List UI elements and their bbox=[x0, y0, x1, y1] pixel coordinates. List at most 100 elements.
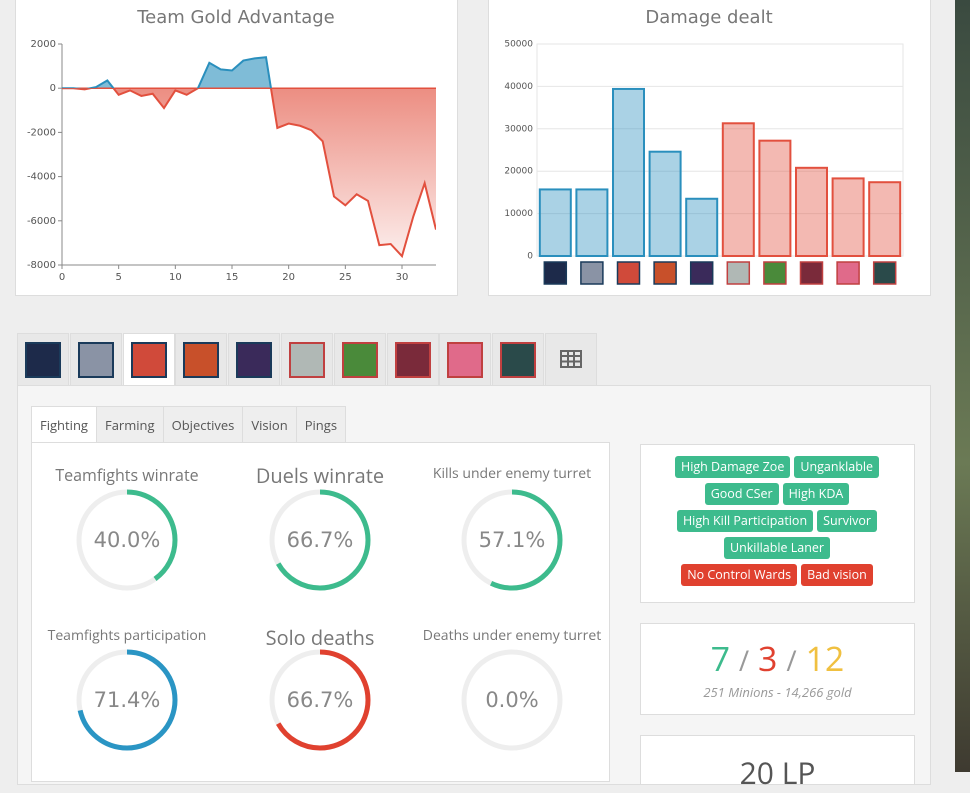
tags: High Damage Zoe Unganklable Good CSer High … bbox=[666, 456, 888, 586]
bar bbox=[612, 87, 645, 257]
tag: High Damage Zoe bbox=[674, 456, 791, 478]
donut-arc bbox=[76, 649, 178, 751]
y-tick-label: -4000 bbox=[27, 172, 56, 183]
donut-label: 57.1% bbox=[479, 528, 546, 552]
x-tick-label: 30 bbox=[396, 272, 409, 283]
charts: Team Gold Advantage Damage dealt 20000-2… bbox=[27, 7, 904, 285]
champion-icon bbox=[447, 342, 484, 378]
summary: 251 Minions - 14,266 gold bbox=[703, 683, 852, 701]
champion-icon bbox=[77, 342, 114, 378]
champion-icon bbox=[183, 342, 220, 378]
tag: Bad vision bbox=[801, 564, 873, 586]
champion-icon bbox=[236, 342, 273, 378]
stat-title: Kills under enemy turret bbox=[432, 464, 592, 483]
champion-tab[interactable] bbox=[122, 333, 175, 386]
bar bbox=[795, 166, 828, 257]
champion-icon bbox=[543, 261, 568, 285]
y-tick-label: 30000 bbox=[504, 124, 533, 134]
champion-icon bbox=[872, 261, 897, 285]
kda: 7 / 3 / 12 bbox=[641, 638, 914, 681]
y-tick-label: 40000 bbox=[504, 82, 533, 92]
sub-tab[interactable]: Objectives bbox=[162, 406, 243, 443]
y-tick-label: 20000 bbox=[504, 167, 533, 177]
donut: 71.4% bbox=[76, 649, 178, 751]
y-tick-label: -8000 bbox=[27, 260, 56, 271]
donut: 57.1% bbox=[461, 489, 563, 591]
y-tick-label: -6000 bbox=[27, 216, 56, 227]
background-edge bbox=[955, 0, 970, 772]
tag: Good CSer bbox=[704, 483, 779, 505]
stat-title: Teamfights participation bbox=[47, 626, 207, 645]
champion-icon bbox=[341, 342, 378, 378]
champion-tab[interactable] bbox=[69, 333, 122, 386]
champion-icon bbox=[799, 261, 824, 285]
champion-tab[interactable] bbox=[228, 333, 281, 386]
champion-icon bbox=[289, 342, 325, 378]
donut-arc bbox=[461, 489, 563, 591]
stats-panel bbox=[31, 442, 610, 782]
area-positive bbox=[62, 57, 436, 89]
tag: Unganklable bbox=[794, 456, 880, 478]
champion-tab[interactable] bbox=[333, 333, 386, 386]
champion-icon bbox=[763, 261, 787, 285]
donut: 40.0% bbox=[76, 489, 178, 591]
sub-tab[interactable]: Vision bbox=[242, 406, 296, 443]
kda-panel: 7 / 3 / 12 251 Minions - 14,266 gold bbox=[640, 623, 915, 715]
sub-tab[interactable]: Fighting bbox=[31, 406, 96, 443]
page: Team Gold Advantage Damage dealt 2000 0 -2… bbox=[15, 0, 970, 793]
y-tick-label: 2000 bbox=[31, 39, 56, 50]
stat: Duels winrate bbox=[220, 462, 420, 489]
damage-panel bbox=[488, 0, 931, 296]
donut: 0.0% bbox=[461, 649, 563, 751]
champion-tab[interactable] bbox=[281, 333, 333, 386]
donut-arc bbox=[269, 489, 371, 591]
donut-label: 40.0% bbox=[94, 528, 161, 552]
donut-arc bbox=[76, 489, 178, 591]
donut-label: 66.7% bbox=[287, 688, 354, 712]
lp-panel: 20 LP bbox=[640, 735, 915, 793]
stat: Teamfights winrate bbox=[27, 464, 227, 486]
stat-title: Teamfights winrate bbox=[55, 464, 199, 486]
x-tick-label: 5 bbox=[115, 272, 121, 283]
y-tick-label: 50000 bbox=[504, 40, 533, 50]
champion-icon bbox=[25, 342, 61, 378]
tag: High KDA bbox=[782, 483, 850, 505]
sub-tab[interactable]: Pings bbox=[295, 406, 347, 443]
bar bbox=[868, 181, 902, 257]
x-tick-label: 10 bbox=[169, 272, 182, 283]
tag: Unkillable Laner bbox=[723, 537, 831, 559]
champion-tab[interactable] bbox=[492, 333, 545, 386]
champion-tab[interactable] bbox=[17, 333, 69, 386]
donut-label: 66.7% bbox=[287, 528, 354, 552]
champion-tab[interactable] bbox=[386, 333, 439, 386]
x-tick-label: 0 bbox=[59, 272, 65, 283]
champion-icon bbox=[616, 261, 641, 285]
bar bbox=[831, 177, 865, 258]
stat: Solo deaths bbox=[220, 624, 420, 651]
champion-icon bbox=[836, 261, 860, 285]
stat-title: Deaths under enemy turret bbox=[422, 626, 602, 645]
area-negative bbox=[62, 88, 436, 257]
tag: No Control Wards bbox=[681, 564, 798, 586]
stat: Deaths under enemy turret bbox=[412, 626, 612, 645]
donut: 66.7% bbox=[269, 649, 371, 751]
table-tab[interactable] bbox=[545, 333, 597, 386]
champion-icon bbox=[726, 261, 751, 285]
champion-tab[interactable] bbox=[439, 333, 492, 386]
stat-title: Duels winrate bbox=[255, 462, 385, 489]
deaths: 3 bbox=[758, 635, 778, 681]
stat-title: Solo deaths bbox=[265, 624, 375, 651]
champion-icon bbox=[500, 342, 537, 378]
tag: Survivor bbox=[817, 510, 878, 532]
bar bbox=[721, 122, 755, 258]
chart-title: Damage dealt bbox=[645, 7, 772, 28]
sub-tabs: Fighting Farming Objectives Vision Pings bbox=[31, 406, 347, 443]
y-tick-label: 0 bbox=[527, 252, 533, 262]
sub-tab[interactable]: Farming bbox=[95, 406, 163, 443]
lp: 20 LP bbox=[739, 752, 816, 793]
bar bbox=[648, 150, 682, 257]
y-tick-label: -2000 bbox=[27, 127, 56, 138]
tag: High Kill Participation bbox=[676, 510, 814, 532]
donut-track bbox=[461, 649, 563, 751]
champion-tab[interactable] bbox=[175, 333, 228, 386]
